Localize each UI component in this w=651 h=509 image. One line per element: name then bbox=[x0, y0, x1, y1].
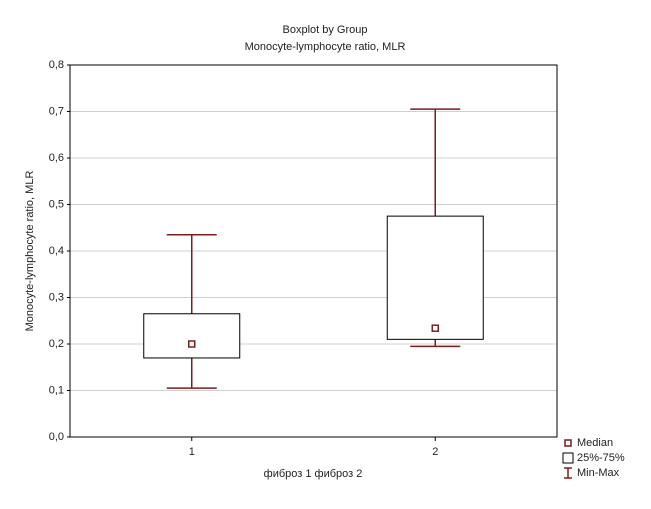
legend-label: 25%-75% bbox=[577, 452, 625, 464]
y-tick-label: 0,7 bbox=[49, 105, 64, 117]
y-tick-label: 0,2 bbox=[49, 338, 64, 350]
x-tick-label: 2 bbox=[432, 446, 438, 458]
y-axis-label: Monocyte-lymphocyte ratio, MLR bbox=[24, 171, 36, 332]
y-tick-label: 0,5 bbox=[49, 198, 64, 210]
legend-label: Median bbox=[577, 437, 613, 449]
chart-subtitle: Monocyte-lymphocyte ratio, MLR bbox=[245, 41, 406, 53]
median bbox=[188, 340, 196, 348]
plot-frame bbox=[69, 64, 558, 438]
x-axis-label: фиброз 1 фиброз 2 bbox=[264, 468, 363, 480]
legend-median-icon bbox=[564, 439, 572, 447]
y-tick-label: 0,6 bbox=[49, 152, 64, 164]
legend-box-icon bbox=[562, 452, 574, 464]
box bbox=[386, 215, 484, 340]
y-tick-label: 0,8 bbox=[49, 59, 64, 71]
y-tick-label: 0,4 bbox=[49, 245, 64, 257]
chart-title: Boxplot by Group bbox=[283, 24, 368, 36]
box bbox=[143, 313, 241, 359]
y-tick-label: 0,1 bbox=[49, 384, 64, 396]
x-tick-label: 1 bbox=[189, 446, 195, 458]
y-tick-label: 0,0 bbox=[49, 431, 64, 443]
legend-label: Min-Max bbox=[577, 467, 620, 479]
y-tick-label: 0,3 bbox=[49, 291, 64, 303]
median bbox=[431, 324, 439, 332]
